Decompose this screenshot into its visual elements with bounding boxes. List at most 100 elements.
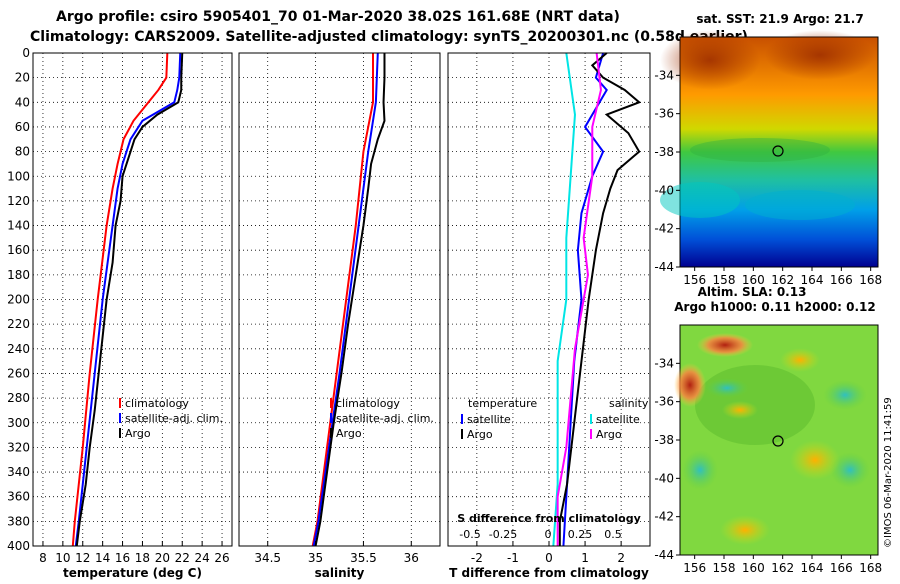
x-axis-label: T difference from climatology (449, 566, 649, 580)
legend-label: climatology (336, 397, 400, 410)
credit: ©IMOS 06-Mar-2020 11:41:59 (883, 397, 894, 548)
lat-tick-label: -44 (654, 548, 674, 562)
lat-tick-label: -40 (654, 471, 674, 485)
x-tick-label: 12 (75, 551, 90, 565)
lon-tick-label: 166 (830, 273, 853, 287)
top-tick-label: 0 (545, 528, 552, 541)
lon-tick-label: 166 (830, 561, 853, 575)
legend-label: satellite (467, 413, 511, 426)
header-line-2: Climatology: CARS2009. Satellite-adjuste… (30, 29, 748, 45)
legend-title-salinity: salinity (609, 397, 649, 410)
lon-tick-label: 168 (859, 273, 882, 287)
x-tick-label: -1 (507, 551, 519, 565)
lon-tick-label: 164 (801, 273, 824, 287)
y-tick-label: 180 (7, 268, 30, 282)
x-tick-label: 36 (404, 551, 419, 565)
panel-difference: -2 -1 0 1 2T difference from climatology S di… (447, 52, 651, 580)
lon-tick-label: 162 (771, 273, 794, 287)
x-tick-label: 35.5 (350, 551, 377, 565)
y-tick-label: 280 (7, 391, 30, 405)
x-tick-label: 22 (175, 551, 190, 565)
series-satellite-adj-clim- (74, 52, 182, 547)
lon-tick-label: 158 (713, 273, 736, 287)
lon-tick-label: 158 (713, 561, 736, 575)
series-s-argo (556, 52, 602, 546)
lat-tick-label: -36 (654, 107, 674, 121)
lat-tick-label: -42 (654, 222, 674, 236)
panel-frame (238, 52, 441, 547)
y-tick-label: 320 (7, 440, 30, 454)
y-tick-label: 140 (7, 219, 30, 233)
sst-profile-marker (772, 145, 784, 157)
legend-label: satellite-adj. clim. (125, 412, 223, 425)
x-tick-label: 10 (55, 551, 70, 565)
x-tick-label: -2 (471, 551, 483, 565)
y-tick-label: 240 (7, 342, 30, 356)
x-tick-label: 2 (617, 551, 625, 565)
lon-tick-label: 160 (742, 561, 765, 575)
y-tick-label: 380 (7, 514, 30, 528)
panel-salinity: 34.5 35 35.5 36 salinity climatology satellite… (238, 52, 441, 580)
x-axis-label: salinity (315, 566, 365, 580)
lat-tick-label: -36 (654, 395, 674, 409)
legend-label: Argo (467, 428, 493, 441)
sla-map-title-2: Argo h1000: 0.11 h2000: 0.12 (674, 300, 875, 314)
series-argo (314, 53, 386, 547)
series-argo (75, 52, 184, 547)
legend-label: climatology (125, 397, 189, 410)
sst-map (660, 30, 879, 268)
y-tick-label: 340 (7, 465, 30, 479)
legend-title-temperature: temperature (468, 397, 537, 410)
series-satellite-adj-clim- (312, 52, 379, 547)
x-tick-label: 1 (581, 551, 589, 565)
x-tick-label: 35 (308, 551, 323, 565)
x-tick-label: 16 (115, 551, 130, 565)
x-tick-label: 34.5 (254, 551, 281, 565)
top-tick-label: 0.5 (604, 528, 622, 541)
lat-tick-label: -38 (654, 145, 674, 159)
panel-frame (32, 52, 233, 547)
x-tick-label: 0 (545, 551, 553, 565)
sst-map-title: sat. SST: 21.9 Argo: 21.7 (696, 12, 863, 26)
sla-map (674, 324, 879, 556)
series-t-argo (558, 52, 642, 546)
top-tick-label: -0.5 (459, 528, 480, 541)
legend-label: Argo (596, 428, 622, 441)
x-axis-label: temperature (deg C) (63, 566, 202, 580)
legend-label: satellite-adj. clim. (336, 412, 434, 425)
legend-label: Argo (125, 427, 151, 440)
y-tick-label: 80 (15, 145, 30, 159)
lon-tick-label: 168 (859, 561, 882, 575)
x-tick-label: 20 (155, 551, 170, 565)
y-tick-label: 400 (7, 539, 30, 553)
y-tick-label: 200 (7, 293, 30, 307)
y-tick-label: 260 (7, 366, 30, 380)
legend-label: satellite (596, 413, 640, 426)
series-climatology (71, 52, 169, 547)
lon-tick-label: 164 (801, 561, 824, 575)
y-tick-label: 40 (15, 95, 30, 109)
lon-tick-label: 156 (683, 273, 706, 287)
sla-profile-marker (772, 435, 784, 447)
y-tick-label: 20 (15, 71, 30, 85)
x-tick-label: 26 (214, 551, 229, 565)
lon-tick-label: 160 (742, 273, 765, 287)
panel-temperature: 8 10 12 14 16 18 20 22 24 26 temperature (deg C) 0 2… (7, 46, 233, 580)
y-tick-label: 160 (7, 243, 30, 257)
lat-tick-label: -38 (654, 433, 674, 447)
top-tick-label: 0.25 (568, 528, 593, 541)
lat-tick-label: -42 (654, 510, 674, 524)
y-tick-label: 120 (7, 194, 30, 208)
x-tick-label: 14 (95, 551, 110, 565)
lat-tick-label: -40 (654, 183, 674, 197)
lon-tick-label: 156 (683, 561, 706, 575)
y-tick-label: 0 (22, 46, 30, 60)
sla-map-title-1: Altim. SLA: 0.13 (698, 285, 807, 299)
lat-tick-label: -34 (654, 356, 674, 370)
lat-tick-label: -34 (654, 68, 674, 82)
y-tick-label: 360 (7, 490, 30, 504)
lat-tick-label: -44 (654, 260, 674, 274)
series-s-satellite (552, 52, 576, 547)
y-tick-label: 100 (7, 169, 30, 183)
